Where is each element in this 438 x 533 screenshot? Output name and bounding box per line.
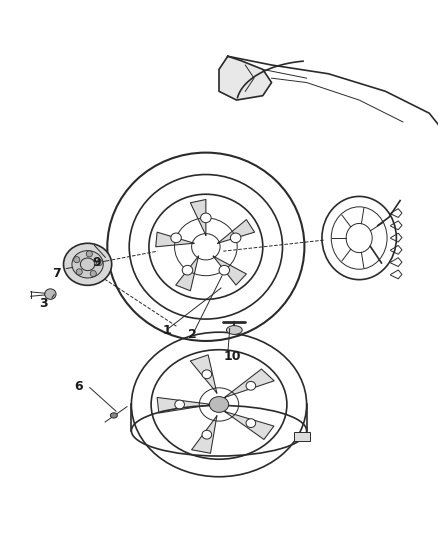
Polygon shape [225, 411, 274, 440]
Text: 6: 6 [74, 381, 83, 393]
Ellipse shape [201, 213, 211, 223]
Ellipse shape [45, 289, 56, 300]
Ellipse shape [230, 233, 241, 243]
Ellipse shape [86, 251, 92, 257]
Ellipse shape [246, 382, 256, 390]
Polygon shape [191, 199, 206, 235]
Text: 1: 1 [162, 324, 171, 336]
Ellipse shape [202, 430, 212, 439]
Ellipse shape [90, 271, 96, 277]
Ellipse shape [175, 400, 184, 409]
Ellipse shape [171, 233, 181, 243]
Text: 9: 9 [92, 256, 101, 269]
FancyBboxPatch shape [294, 432, 310, 441]
Polygon shape [218, 220, 254, 243]
Text: 2: 2 [188, 328, 197, 341]
Ellipse shape [74, 256, 80, 263]
Polygon shape [191, 416, 217, 453]
Ellipse shape [219, 265, 230, 275]
Polygon shape [213, 256, 247, 285]
Polygon shape [219, 56, 272, 100]
Polygon shape [157, 398, 212, 413]
Ellipse shape [96, 260, 102, 265]
Ellipse shape [64, 243, 112, 285]
Ellipse shape [226, 326, 242, 334]
Polygon shape [176, 256, 198, 291]
Ellipse shape [110, 413, 117, 418]
Polygon shape [225, 369, 274, 398]
Ellipse shape [182, 265, 193, 275]
Polygon shape [191, 355, 217, 393]
Ellipse shape [72, 251, 103, 278]
Ellipse shape [202, 370, 212, 378]
Ellipse shape [209, 397, 229, 413]
Ellipse shape [246, 419, 256, 427]
Text: 3: 3 [39, 297, 48, 310]
Ellipse shape [76, 269, 82, 275]
Text: 7: 7 [53, 266, 61, 280]
Text: 10: 10 [223, 350, 241, 363]
Polygon shape [156, 232, 194, 247]
